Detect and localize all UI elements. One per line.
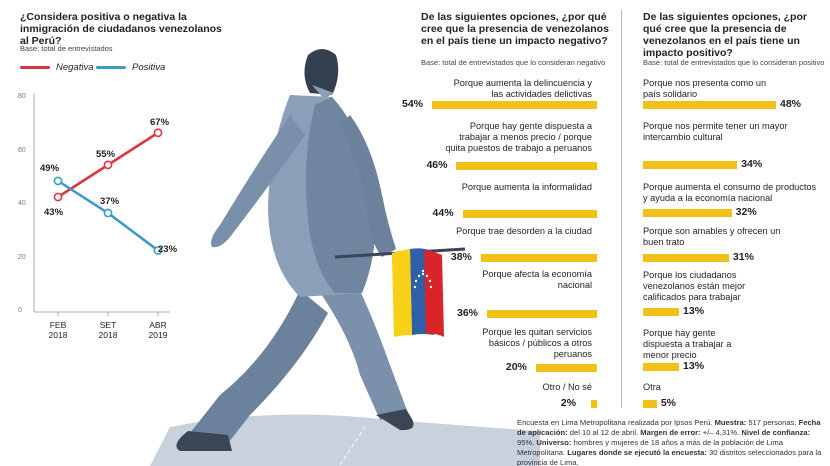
bar	[643, 101, 776, 109]
data-point-negativa	[103, 160, 113, 170]
line-chart-plot	[33, 94, 170, 316]
ground-shape	[150, 414, 540, 466]
data-label-positiva: 49%	[40, 162, 60, 174]
line-chart-title: ¿Considera positiva o negativa la inmigr…	[20, 11, 222, 47]
bar-value-label: 32%	[735, 206, 757, 218]
line-chart-subtitle: Base: total de entrevistados	[20, 44, 113, 53]
x-tick-label: ABR 2019	[148, 320, 168, 340]
bar	[643, 400, 657, 408]
bar-category-label: Porque hay gente dispuesta a trabajar a …	[643, 328, 732, 360]
bar-category-label: Porque nos presenta como un país solidar…	[643, 78, 767, 99]
negative-chart-title: De las siguientes opciones, ¿por qué cre…	[421, 11, 609, 47]
data-point-negativa	[53, 192, 63, 202]
bar-category-label: Porque aumenta el consumo de productos y…	[643, 182, 817, 203]
bar-category-label: Porque nos permite tener un mayor interc…	[643, 121, 788, 142]
bar-value-label: 13%	[683, 305, 705, 317]
venezuelan-flag-icon	[392, 248, 444, 337]
bar	[535, 364, 597, 372]
data-point-positiva	[153, 246, 163, 255]
bar	[643, 209, 732, 217]
walking-man-illustration	[150, 49, 540, 466]
bar-value-label: 34%	[741, 158, 763, 170]
bar	[590, 400, 597, 408]
bar	[643, 161, 738, 169]
y-tick-label: 80	[18, 93, 26, 100]
data-point-positiva	[53, 176, 63, 186]
man-front-leg	[315, 280, 408, 420]
legend-positiva-swatch	[96, 66, 126, 69]
line-chart: 0 20 40 60 80 FEB 2018 SET 2018 ABR 2019 43% 55% 67% 4…	[0, 0, 200, 360]
data-point-negativa	[153, 128, 163, 138]
data-label-negativa: 67%	[150, 116, 170, 128]
legend-negativa-swatch	[20, 66, 50, 69]
bar	[643, 363, 680, 371]
bar-value-label: 5%	[660, 397, 677, 409]
survey-footnote: Encuesta en Lima Metropolitana realizada…	[517, 418, 822, 466]
data-point-positiva	[103, 208, 113, 218]
man-back-leg	[190, 290, 328, 447]
bar-value-label: 31%	[732, 251, 754, 263]
negative-chart-subtitle: Base: total de entrevistados que lo cons…	[421, 58, 606, 67]
bar-value-label: 48%	[780, 98, 802, 110]
y-tick-label: 20	[18, 253, 26, 261]
bar-category-label: Otra	[643, 382, 661, 392]
y-tick-label: 0	[18, 307, 22, 314]
data-label-negativa: 55%	[96, 148, 116, 160]
legend-positiva: Positiva	[96, 62, 165, 73]
bar	[643, 254, 729, 262]
man-back-arm	[211, 115, 305, 248]
bar-value-label: 13%	[683, 360, 705, 372]
x-tick-label: SET 2018	[98, 320, 118, 340]
data-label-positiva: 23%	[158, 244, 178, 256]
man-front-arm	[340, 115, 396, 257]
divider-right	[621, 10, 622, 408]
man-head	[304, 49, 339, 95]
data-label-negativa: 43%	[44, 206, 64, 218]
positive-chart-subtitle: Base: total de entrevistados que lo cons…	[643, 58, 825, 67]
legend-negativa: Negativa	[20, 62, 94, 73]
bar-value-label: 2%	[560, 397, 577, 409]
x-tick-label: FEB 2018	[48, 320, 68, 340]
bar	[643, 308, 680, 316]
y-tick-label: 40	[18, 200, 26, 207]
legend-negativa-label: Negativa	[56, 62, 94, 73]
data-label-positiva: 37%	[100, 196, 120, 208]
y-tick-label: 60	[18, 146, 26, 154]
legend-positiva-label: Positiva	[132, 62, 166, 73]
bar-category-label: Porque los ciudadanos venezolanos están …	[643, 270, 746, 302]
bar-category-label: Porque son amables y ofrecen un buen tra…	[643, 226, 781, 247]
positive-chart-title: De las siguientes opciones, ¿por qué cre…	[643, 11, 807, 59]
